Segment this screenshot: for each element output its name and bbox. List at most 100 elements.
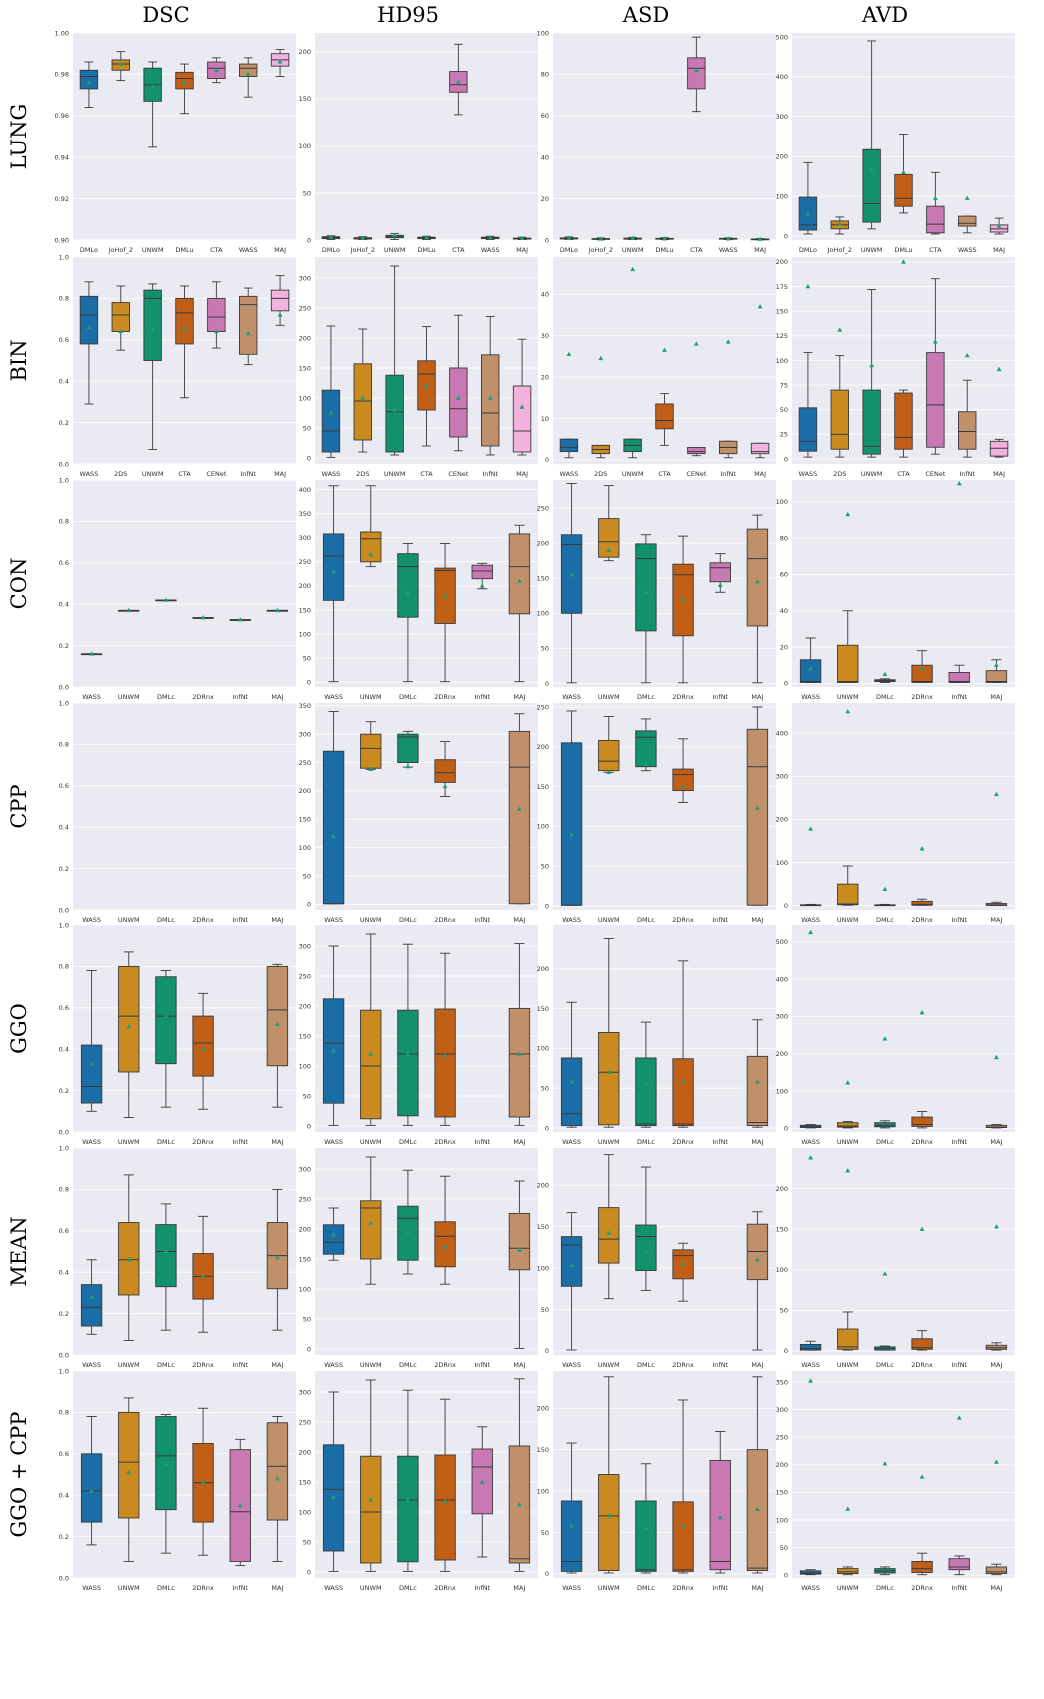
box-dmlc xyxy=(155,597,177,602)
y-tick-label: 150 xyxy=(299,816,311,824)
mean-marker xyxy=(606,1513,612,1518)
y-tick-label: 300 xyxy=(299,942,311,950)
y-tick-label: 400 xyxy=(776,73,788,81)
iqr-box xyxy=(321,389,341,453)
x-tick-label-infnt: InfNt xyxy=(712,1138,728,1146)
box-2drnx xyxy=(911,1010,933,1129)
y-tick-label: 0 xyxy=(545,1347,549,1355)
box-2drnx xyxy=(192,992,214,1110)
x-tick-label-2drnx: 2DRnx xyxy=(434,1361,456,1369)
y-tick-label: 0.2 xyxy=(59,865,69,873)
box-maj xyxy=(508,524,531,683)
y-tick-label: 50 xyxy=(541,863,549,871)
x-tick-label-infnt: InfNt xyxy=(232,693,248,701)
mean-marker xyxy=(680,596,686,601)
mean-marker xyxy=(964,352,970,358)
iqr-box xyxy=(155,976,177,1065)
mean-marker xyxy=(331,1048,336,1053)
box-johof-2 xyxy=(111,51,130,82)
box-infnt xyxy=(948,481,970,683)
x-tick-label-dmlu: DMLu xyxy=(655,246,673,254)
box-2drnx xyxy=(672,1399,694,1574)
y-tick-label: 50 xyxy=(541,1529,549,1537)
panel-con-hd95: 0 50 100 150 200 250 300 350 400 WASS UNWM DMLc 2DRn… xyxy=(299,480,538,701)
x-tick-label-infnt: InfNt xyxy=(951,1584,967,1592)
box-2drnx xyxy=(434,543,456,683)
x-tick-label-maj: MAJ xyxy=(990,916,1002,924)
box-dmlc xyxy=(397,730,419,769)
y-tick-label: 0 xyxy=(307,1122,311,1130)
box-maj xyxy=(508,713,531,905)
x-tick-label-unwm: UNWM xyxy=(622,246,644,254)
mean-marker xyxy=(994,662,999,667)
mean-marker xyxy=(360,395,366,400)
iqr-box xyxy=(360,1009,382,1120)
x-tick-label-wass: WASS xyxy=(801,693,820,701)
iqr-box xyxy=(830,389,849,450)
iqr-box xyxy=(79,295,99,345)
box-2drnx xyxy=(434,1398,456,1572)
iqr-box xyxy=(926,352,945,448)
y-tick-label: 40 xyxy=(780,607,788,615)
y-tick-label: 0.2 xyxy=(59,1310,69,1318)
x-tick-label-maj: MAJ xyxy=(513,1361,525,1369)
y-tick-label: 0 xyxy=(784,232,788,240)
iqr-box xyxy=(635,543,657,632)
box-wass xyxy=(80,1259,103,1335)
x-tick-label-maj: MAJ xyxy=(754,470,766,478)
mean-marker xyxy=(755,1257,760,1262)
box-unwm xyxy=(837,1168,859,1351)
mean-marker xyxy=(86,80,92,85)
mean-marker xyxy=(360,235,366,240)
y-tick-label: 0 xyxy=(307,236,311,244)
x-tick-label-wass: WASS xyxy=(562,916,581,924)
y-tick-label: 250 xyxy=(776,1434,788,1442)
mean-marker xyxy=(368,1051,374,1056)
x-tick-label-infnt: InfNt xyxy=(474,1584,490,1592)
mean-marker xyxy=(837,327,843,332)
x-tick-label-unwm: UNWM xyxy=(861,470,883,478)
y-tick-label: 0.98 xyxy=(55,71,69,79)
x-tick-label-maj: MAJ xyxy=(990,1138,1002,1146)
y-tick-label: 0 xyxy=(545,902,549,910)
y-tick-label: 0.8 xyxy=(59,963,69,971)
iqr-box xyxy=(559,438,579,453)
mean-marker xyxy=(808,929,813,935)
y-tick-label: 250 xyxy=(299,1195,311,1203)
box-unwm xyxy=(385,265,404,456)
x-tick-label-wass: WASS xyxy=(322,470,341,478)
x-tick-label-dmlc: DMLc xyxy=(399,693,417,701)
iqr-box xyxy=(926,205,945,234)
mean-marker xyxy=(442,1052,448,1057)
mean-marker xyxy=(569,1523,574,1528)
x-tick-label-2drnx: 2DRnx xyxy=(672,1584,694,1592)
mean-marker xyxy=(213,67,219,72)
x-tick-label-infnt: InfNt xyxy=(712,693,728,701)
y-tick-label: 200 xyxy=(299,48,311,56)
box-infnt xyxy=(481,315,500,456)
iqr-box xyxy=(799,659,822,683)
x-tick-label-wass: WASS xyxy=(80,470,99,478)
iqr-box xyxy=(397,1455,419,1563)
box-2drnx xyxy=(434,1175,456,1285)
box-unwm xyxy=(598,938,620,1128)
mean-marker xyxy=(919,1010,925,1015)
y-tick-label: 1.00 xyxy=(55,29,69,37)
box-unwm xyxy=(118,607,140,613)
mean-marker xyxy=(680,1079,686,1084)
box-unwm xyxy=(837,1080,859,1129)
panel-ggo-cpp-asd: 0 50 100 150 200 WASS UNWM DMLc 2DRnx InfNt MAJ xyxy=(537,1371,776,1592)
x-tick-label-2drnx: 2DRnx xyxy=(911,1138,933,1146)
mean-marker xyxy=(725,236,731,241)
plot-background xyxy=(73,703,296,910)
y-tick-label: 25 xyxy=(780,431,788,439)
x-tick-label-unwm: UNWM xyxy=(118,1584,140,1592)
box-dmlc xyxy=(874,1271,896,1351)
panel-con-asd: 0 50 100 150 200 250 WASS UNWM DMLc 2DRnx InfNt MAJ xyxy=(537,480,776,701)
x-tick-label-cenet: CENet xyxy=(206,470,227,478)
iqr-box xyxy=(111,302,130,332)
panel-mean-asd: 0 50 100 150 200 WASS UNWM DMLc 2DRnx InfNt MAJ xyxy=(537,1148,776,1369)
y-tick-label: 0.6 xyxy=(59,1227,69,1235)
plot-background xyxy=(315,703,538,910)
y-tick-label: 30 xyxy=(541,332,549,340)
